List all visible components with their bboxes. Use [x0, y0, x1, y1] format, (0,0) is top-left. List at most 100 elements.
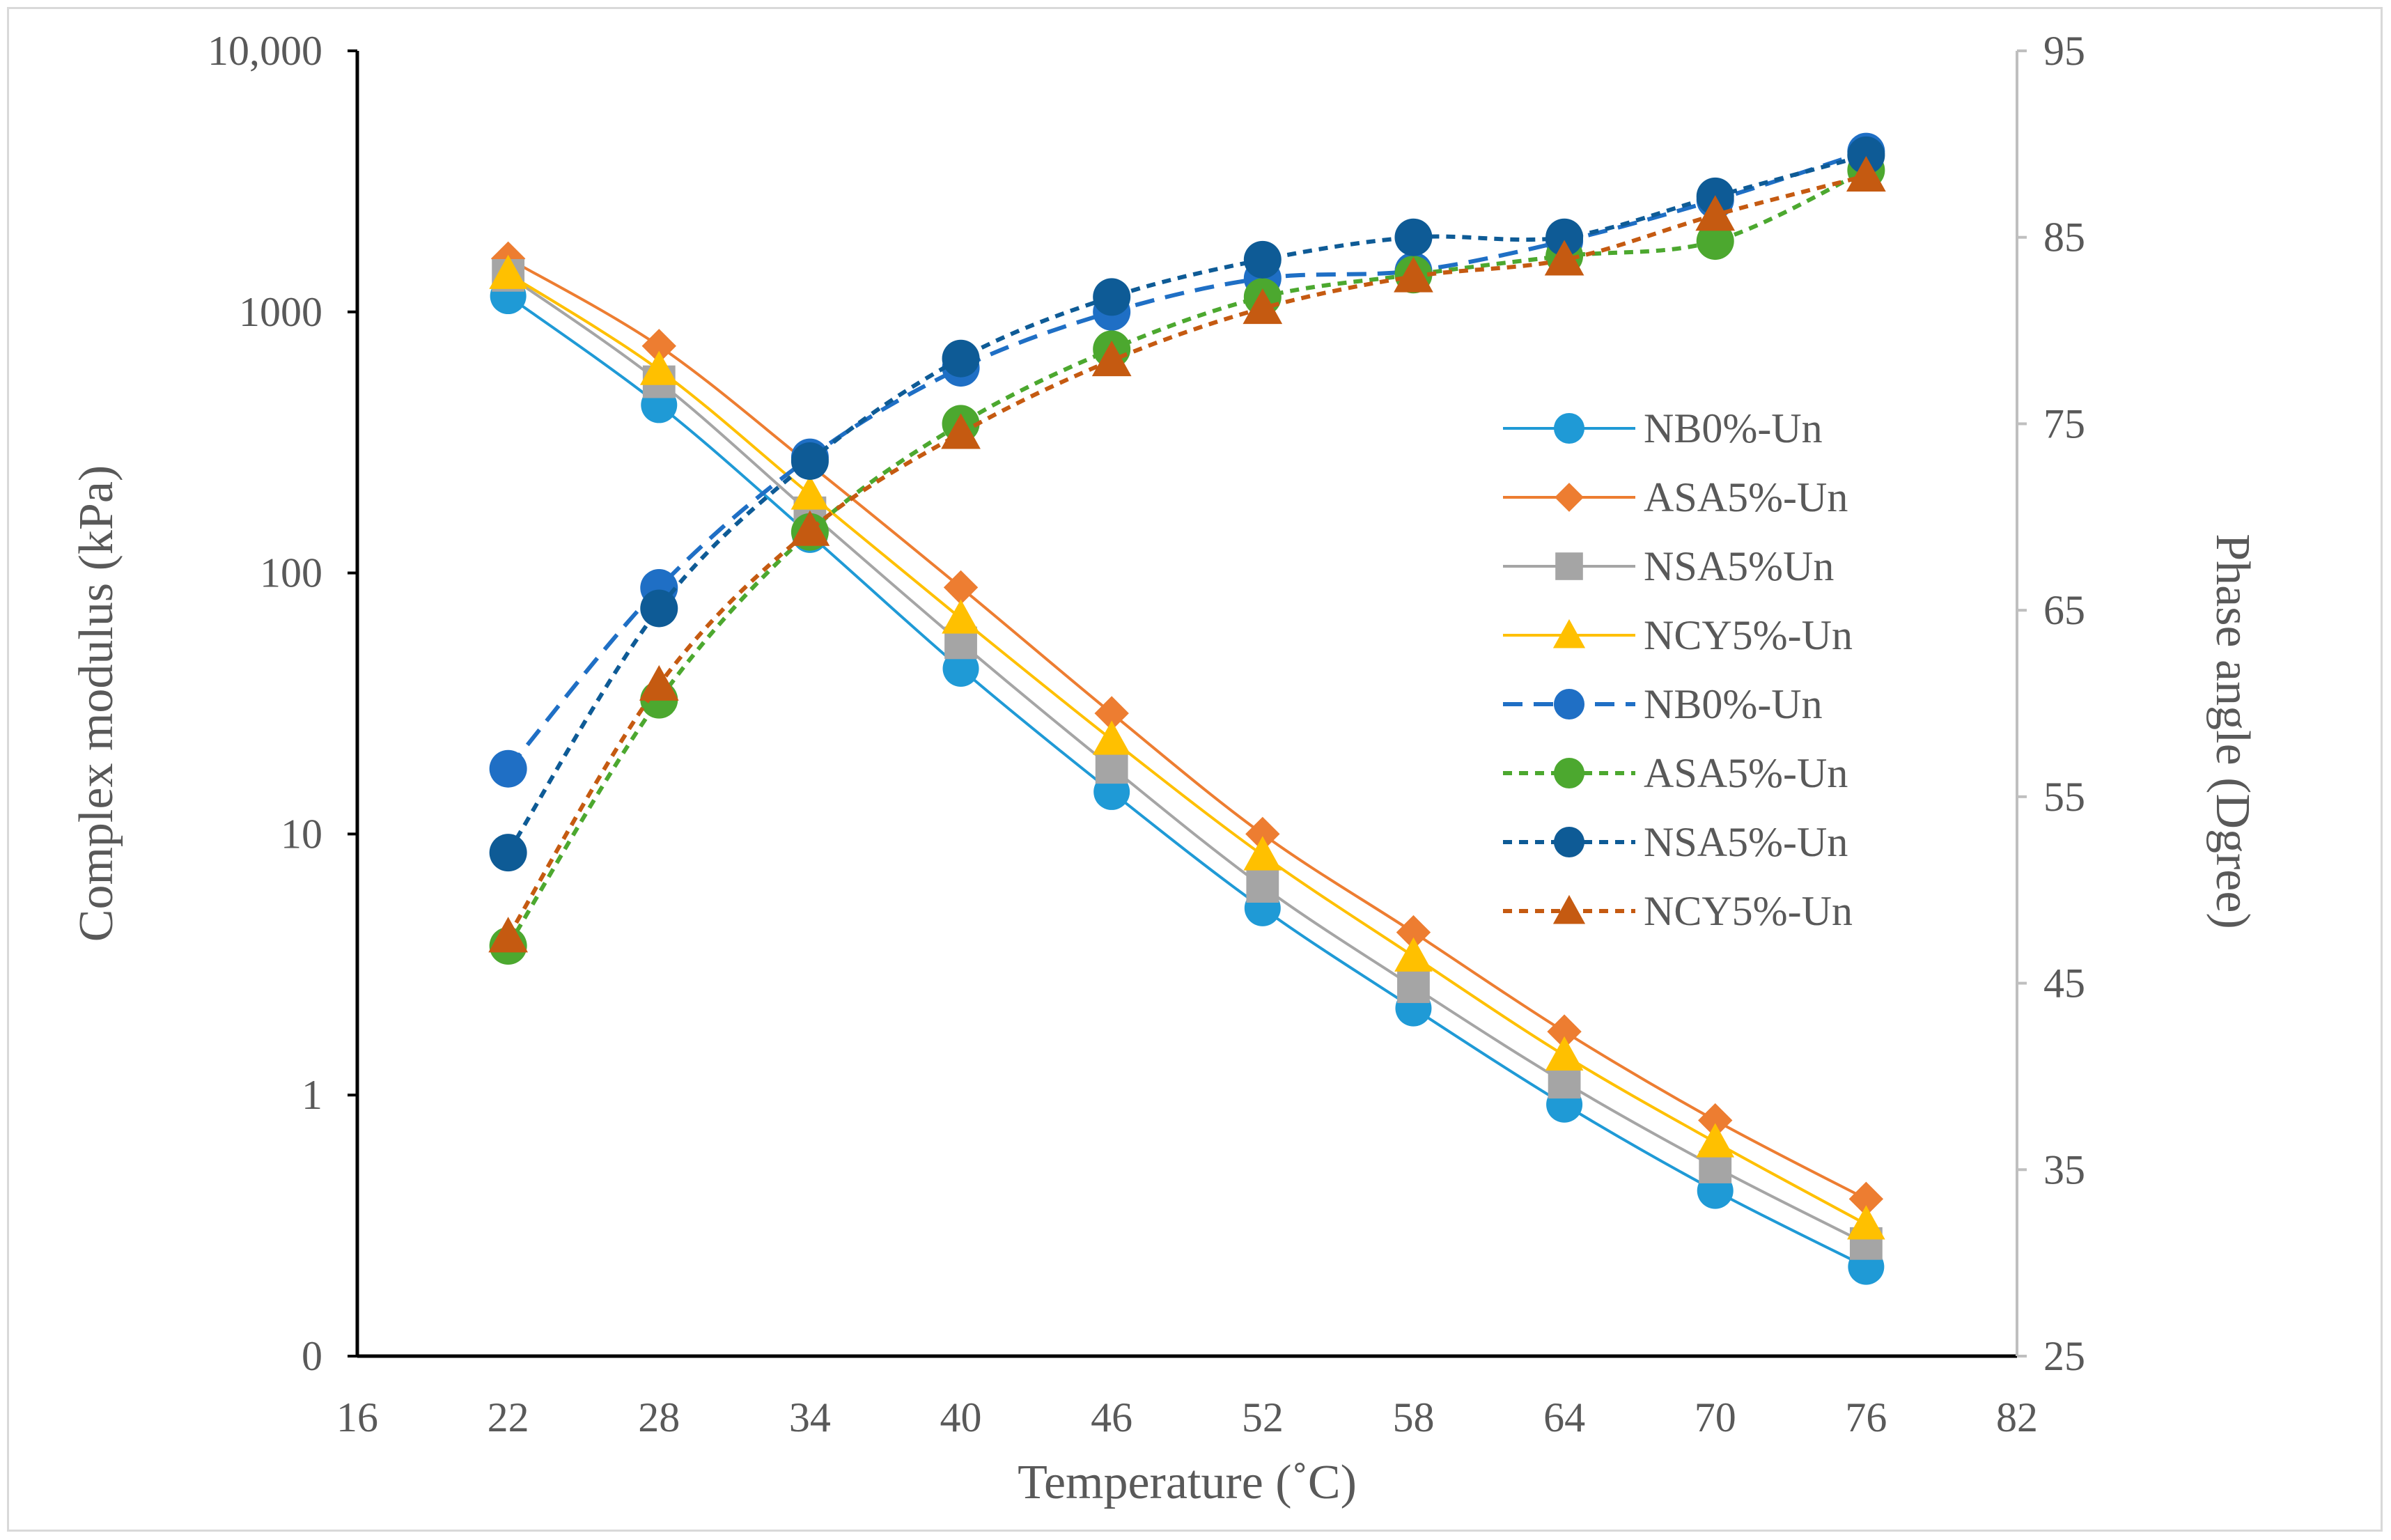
x-tick-label: 82	[1996, 1394, 2038, 1440]
left-axis-title: Complex modulus (kPa)	[70, 465, 123, 942]
data-point	[1548, 1066, 1581, 1099]
x-tick-label: 34	[789, 1394, 831, 1440]
legend-entry: NB0%-Un	[1503, 681, 1823, 727]
legend-label: NCY5%-Un	[1644, 888, 1853, 934]
data-point	[1091, 341, 1132, 377]
data-point	[1243, 836, 1282, 871]
data-point	[1094, 696, 1129, 731]
data-point	[942, 599, 980, 634]
series-7	[489, 136, 1885, 872]
data-point	[1696, 222, 1734, 260]
data-point	[942, 650, 979, 687]
data-point	[639, 350, 678, 385]
left-tick-label: 10,000	[208, 28, 322, 74]
data-point	[941, 413, 981, 449]
legend-entry: NSA5%-Un	[1503, 819, 1848, 865]
legend-entry: ASA5%-Un	[1503, 750, 1848, 796]
data-point	[1698, 1103, 1733, 1138]
right-axis-title: Phase angle (Dgree)	[2206, 534, 2259, 929]
series-line	[506, 153, 1867, 854]
x-tick-label: 28	[638, 1394, 680, 1440]
data-point	[1396, 915, 1431, 950]
series-layer	[488, 132, 1886, 1285]
data-point	[1394, 937, 1433, 972]
data-point	[1696, 1123, 1735, 1158]
legend-entry: NB0%-Un	[1503, 405, 1823, 451]
data-point	[1093, 278, 1131, 316]
series-line	[507, 257, 1867, 1201]
data-point	[1243, 240, 1282, 279]
legend-marker	[1555, 552, 1583, 580]
data-point	[489, 749, 527, 788]
legend-label: NB0%-Un	[1644, 405, 1823, 451]
right-tick-label: 55	[2043, 774, 2085, 820]
data-point	[942, 339, 980, 378]
left-tick-label: 100	[260, 550, 322, 596]
data-point	[1545, 218, 1584, 256]
legend-marker	[1554, 413, 1584, 444]
legend-marker	[1552, 894, 1586, 924]
right-tick-label: 35	[2043, 1146, 2085, 1192]
right-tick-label: 85	[2043, 215, 2085, 260]
data-point	[790, 510, 830, 546]
legend-label: ASA5%-Un	[1644, 750, 1848, 796]
data-point	[639, 664, 679, 701]
data-point	[1394, 256, 1433, 293]
series-line	[507, 274, 1867, 1245]
right-tick-label: 65	[2043, 587, 2085, 633]
x-tick-label: 16	[336, 1394, 378, 1440]
legend-marker	[1554, 758, 1584, 788]
data-point	[489, 834, 527, 872]
legend: NB0%-Un ASA5%-Un NSA5%Un NCY5%-Un NB0%-Un ASA…	[1503, 405, 1853, 934]
x-axis-title: Temperature (˚C)	[1018, 1456, 1357, 1509]
data-point	[1394, 218, 1433, 256]
legend-entry: NCY5%-Un	[1503, 888, 1853, 934]
series-line	[507, 272, 1867, 1226]
data-point	[1547, 1014, 1582, 1049]
x-tick-label: 22	[488, 1394, 529, 1440]
data-point	[943, 570, 979, 605]
right-tick-label: 25	[2043, 1333, 2085, 1379]
series-4	[489, 254, 1885, 1240]
left-tick-label: 1000	[239, 289, 322, 335]
data-point	[790, 475, 830, 510]
legend-label: NCY5%-Un	[1644, 612, 1853, 658]
x-tick-label: 76	[1845, 1394, 1887, 1440]
x-tick-label: 40	[940, 1394, 982, 1440]
data-point	[1544, 240, 1584, 276]
x-tick-label: 46	[1091, 1394, 1132, 1440]
x-tick-label: 58	[1392, 1394, 1434, 1440]
series-2	[490, 241, 1884, 1217]
data-point	[1092, 720, 1131, 755]
data-point	[640, 589, 678, 628]
legend-entry: NCY5%-Un	[1503, 612, 1853, 658]
legend-label: ASA5%-Un	[1644, 474, 1848, 520]
left-tick-label: 0	[302, 1333, 322, 1379]
series-line	[507, 295, 1867, 1268]
data-point	[1695, 195, 1736, 231]
legend-label: NSA5%Un	[1644, 543, 1834, 589]
data-point	[1847, 1205, 1885, 1240]
series-line	[506, 149, 1867, 770]
right-tick-label: 45	[2043, 960, 2085, 1006]
data-point	[1848, 1181, 1884, 1217]
legend-marker	[1555, 483, 1584, 512]
left-tick-label: 1	[302, 1072, 322, 1118]
legend-marker	[1554, 689, 1584, 720]
axes: 16 22 28 34 40 46 52 58 64 70 76 82 0 1 10 100 1000 10,00…	[70, 28, 2259, 1509]
legend-label: NSA5%-Un	[1644, 819, 1848, 865]
x-tick-label: 52	[1242, 1394, 1284, 1440]
data-point	[1545, 1036, 1584, 1071]
data-point	[790, 442, 829, 480]
series-line	[506, 173, 1867, 938]
data-point	[1243, 288, 1283, 325]
legend-entry: ASA5%-Un	[1503, 474, 1848, 520]
legend-label: NB0%-Un	[1644, 681, 1823, 727]
x-tick-label: 70	[1695, 1394, 1736, 1440]
data-point	[488, 917, 528, 953]
series-line	[506, 168, 1867, 947]
data-point	[1246, 870, 1279, 903]
data-point	[1397, 970, 1430, 1004]
data-point	[1095, 751, 1128, 784]
data-point	[1245, 816, 1280, 852]
